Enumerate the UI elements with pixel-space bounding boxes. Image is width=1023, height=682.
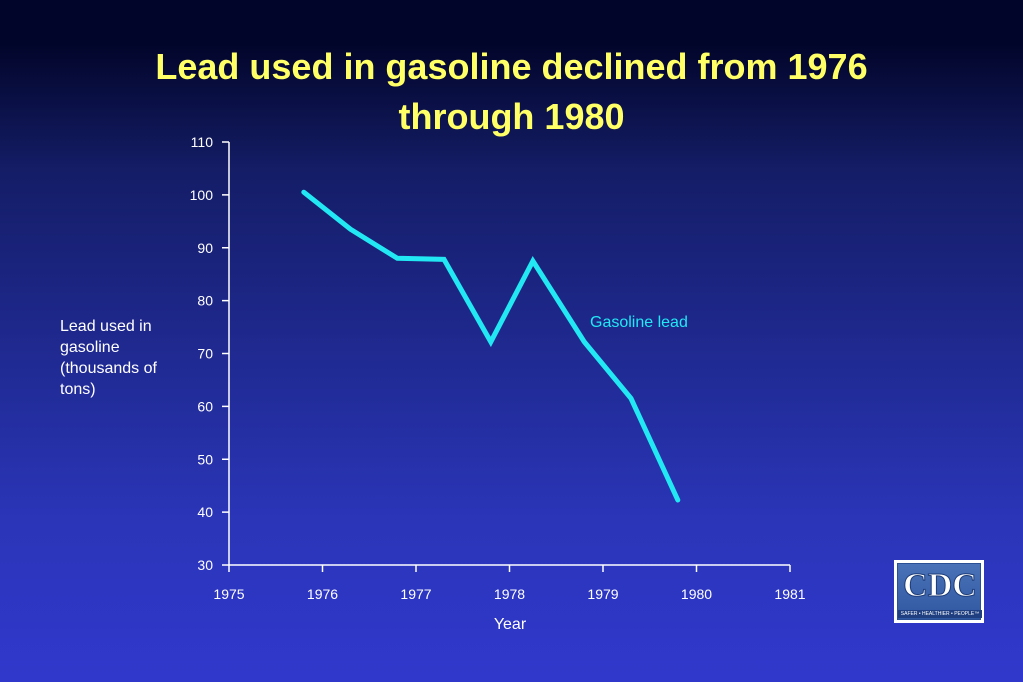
y-tick-label: 70 bbox=[197, 346, 213, 362]
y-tick-label: 100 bbox=[190, 187, 214, 203]
x-tick-label: 1980 bbox=[681, 586, 712, 602]
y-tick-label: 80 bbox=[197, 293, 213, 309]
y-tick-label: 90 bbox=[197, 240, 213, 256]
cdc-logo-badge: CDC SAFER • HEALTHIER • PEOPLE™ bbox=[897, 563, 982, 620]
slide-title-line-2: through 1980 bbox=[398, 96, 625, 137]
y-axis-ticks: 30 40 50 60 70 80 90 100 110 bbox=[190, 134, 229, 573]
x-axis-ticks: 1975 1976 1977 1978 1979 1980 1981 bbox=[213, 565, 806, 602]
cdc-logo-tagline: SAFER • HEALTHIER • PEOPLE™ bbox=[898, 610, 982, 618]
x-tick-label: 1981 bbox=[774, 586, 805, 602]
y-tick-label: 60 bbox=[197, 398, 213, 414]
x-tick-label: 1979 bbox=[587, 586, 618, 602]
series-line-gasoline-lead bbox=[301, 189, 681, 503]
x-tick-label: 1975 bbox=[213, 586, 244, 602]
series-label-gasoline-lead: Gasoline lead bbox=[590, 314, 688, 331]
y-axis-label: Lead used in gasoline (thousands of tons… bbox=[60, 318, 157, 398]
y-tick-label: 40 bbox=[197, 504, 213, 520]
y-tick-label: 110 bbox=[191, 134, 214, 150]
x-tick-label: 1976 bbox=[307, 586, 338, 602]
y-tick-label: 30 bbox=[197, 557, 213, 573]
slide-title: Lead used in gasoline declined from 1976… bbox=[0, 42, 1023, 142]
x-tick-label: 1977 bbox=[400, 586, 431, 602]
x-axis-label: Year bbox=[493, 616, 527, 633]
chart-axes bbox=[228, 142, 790, 566]
x-tick-label: 1978 bbox=[494, 586, 525, 602]
cdc-logo: CDC SAFER • HEALTHIER • PEOPLE™ bbox=[894, 560, 984, 623]
slide-title-line-1: Lead used in gasoline declined from 1976 bbox=[155, 46, 868, 87]
cdc-logo-text: CDC bbox=[903, 567, 978, 605]
y-tick-label: 50 bbox=[197, 451, 213, 467]
chart-series bbox=[301, 189, 681, 503]
